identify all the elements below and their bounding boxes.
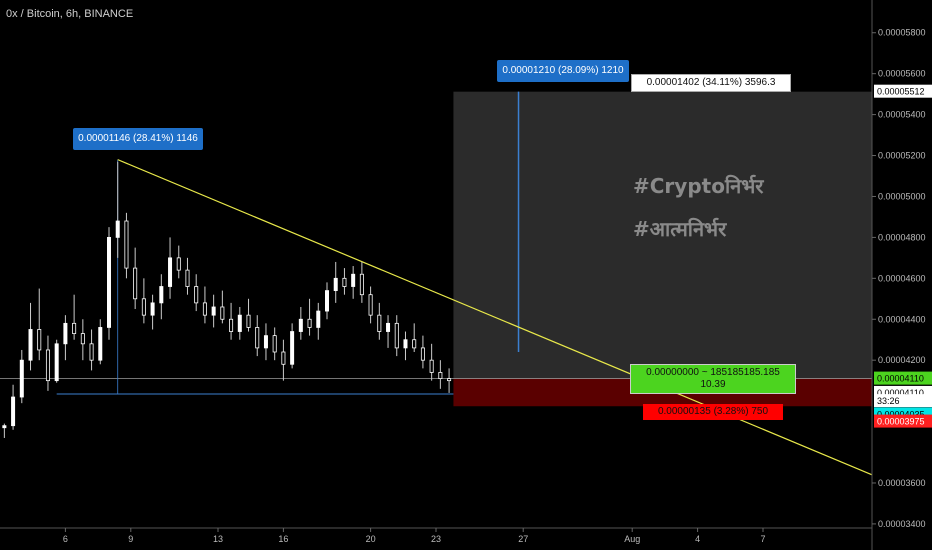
x-tick-label: 23 [431,534,441,544]
x-tick-label: Aug [624,534,640,544]
candle-body[interactable] [124,220,129,269]
y-tick-label: 0.00005200 [878,151,926,161]
price-badge-label: 0.00004110 [877,374,924,384]
price-badge-label: 0.00003975 [877,417,925,427]
candle-body[interactable] [63,322,68,345]
candle-body[interactable] [412,339,417,349]
candle-body[interactable] [80,333,85,345]
x-tick-label: 13 [213,534,223,544]
price-badge [874,394,932,408]
candle-body[interactable] [333,277,338,292]
price-badge [874,414,932,428]
candle-body[interactable] [185,269,190,287]
y-tick-label: 0.00005600 [878,69,926,79]
candle-body[interactable] [237,314,242,332]
entry-rr-text: 10.39 [700,379,726,390]
profit-target-label[interactable]: 0.00001402 (34.11%) 3596.3 [631,74,791,92]
entry-ratio-text: 0.00000000 ~ 185185185.185 [646,367,780,378]
x-tick-label: 27 [518,534,528,544]
candle-body[interactable] [246,314,251,328]
x-tick-label: 16 [278,534,288,544]
y-tick-label: 0.00005400 [878,110,926,120]
candle-body[interactable] [168,257,173,287]
candle-body[interactable] [141,298,146,316]
stop-loss-label[interactable]: 0.00000135 (3.28%) 750 [643,404,783,420]
candle-body[interactable] [229,318,234,332]
candle-body[interactable] [298,318,303,332]
candle-body[interactable] [351,273,356,287]
entry-position-label[interactable]: 0.00000000 ~ 185185185.185 10.39 [630,364,796,394]
candle-body[interactable] [438,372,443,380]
candle-body[interactable] [89,343,94,361]
candle-body[interactable] [159,286,164,304]
candle-body[interactable] [386,322,391,332]
candle-body[interactable] [263,335,268,349]
candle-body[interactable] [394,322,399,349]
candle-body[interactable] [368,294,373,316]
candle-body[interactable] [211,306,216,316]
candle-body[interactable] [377,314,382,332]
price-badge [874,371,932,385]
atmanirbhar-text: #आत्मनिर्भर [633,217,727,241]
x-tick-label: 20 [366,534,376,544]
y-tick-label: 0.00003400 [878,519,926,529]
price-badge-label: 0.00005512 [877,87,925,97]
candle-body[interactable] [37,329,42,351]
pattern-height-label[interactable]: 0.00001146 (28.41%) 1146 [73,128,203,150]
candle-body[interactable] [28,329,33,361]
candle-body[interactable] [316,310,321,328]
candle-body[interactable] [202,302,207,316]
y-tick-label: 0.00004200 [878,355,926,365]
candle-body[interactable] [11,396,16,427]
candle-body[interactable] [307,318,312,328]
candle-body[interactable] [2,425,7,429]
crypto-nirbhar-text: #Cryptoनिर्भर [633,174,764,198]
candle-body[interactable] [45,349,50,382]
candle-body[interactable] [133,267,138,300]
candle-body[interactable] [150,302,155,316]
x-tick-label: 6 [63,534,68,544]
candle-body[interactable] [194,286,199,304]
price-badge [874,84,932,98]
candle-body[interactable] [220,306,225,320]
x-tick-label: 9 [128,534,133,544]
x-tick-label: 4 [695,534,700,544]
candle-body[interactable] [19,359,24,398]
y-tick-label: 0.00005000 [878,191,926,201]
candle-body[interactable] [420,347,425,361]
price-badge-label: 33:26 [877,396,900,406]
candle-body[interactable] [429,359,434,373]
candle-body[interactable] [281,351,286,365]
candle-body[interactable] [342,277,347,287]
candle-body[interactable] [255,327,260,349]
y-tick-label: 0.00004800 [878,232,926,242]
candle-body[interactable] [98,327,103,361]
candle-body[interactable] [447,378,452,382]
descending-trendline[interactable] [117,159,873,476]
candle-body[interactable] [290,331,295,365]
y-tick-label: 0.00004600 [878,273,926,283]
price-badge-label: 0.00004110 [877,388,924,398]
target-height-label[interactable]: 0.00001210 (28.09%) 1210 [497,60,629,82]
candle-body[interactable] [107,236,112,328]
price-badge-label: 0.00004035 [877,409,925,419]
candle-body[interactable] [403,339,408,349]
candle-body[interactable] [359,273,364,296]
chart-ticker-title: 0x / Bitcoin, 6h, BINANCE [6,8,134,20]
y-tick-label: 0.00005800 [878,28,926,38]
candle-body[interactable] [72,322,77,334]
x-tick-label: 7 [760,534,765,544]
y-tick-label: 0.00003600 [878,478,926,488]
candle-body[interactable] [176,257,181,271]
candle-body[interactable] [115,220,120,238]
candle-body[interactable] [324,290,329,312]
y-tick-label: 0.00004400 [878,314,926,324]
candle-body[interactable] [272,335,277,353]
target-zone[interactable] [453,91,872,379]
candle-body[interactable] [54,343,59,382]
